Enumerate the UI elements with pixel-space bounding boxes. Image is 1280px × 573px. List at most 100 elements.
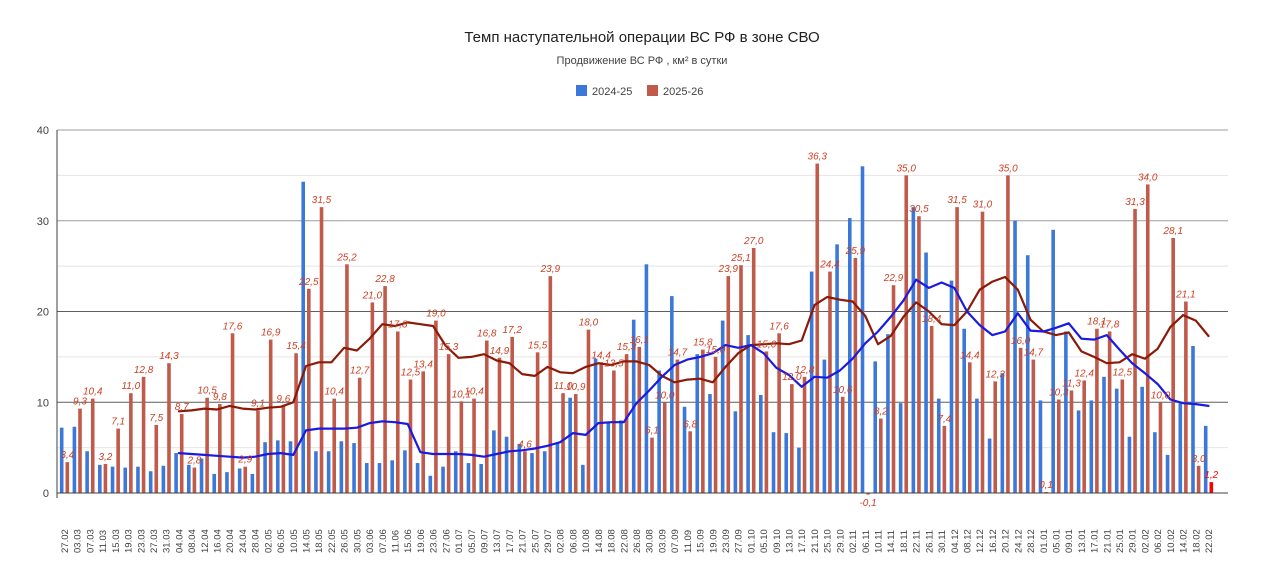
x-tick-label: 19.03	[124, 529, 135, 553]
bar-2024-25-11.03	[98, 464, 102, 493]
bar-2024-25-20.12	[1000, 373, 1005, 493]
bar-2025-26-21.10	[815, 163, 820, 493]
bar-2024-25-03.09	[657, 370, 661, 493]
legend-swatch-2024-25	[576, 85, 587, 96]
bar-2025-26-13.01	[1082, 380, 1086, 493]
value-label-14.11: 22,9	[883, 273, 904, 284]
value-label-23.09: 23,9	[718, 264, 739, 275]
bar-2024-25-19.03	[123, 467, 128, 493]
value-label-26.05: 25,2	[336, 252, 357, 263]
x-tick-label: 06.05	[276, 529, 287, 553]
x-tick-label: 25.10	[823, 529, 834, 553]
value-label-28.04: 9,1	[251, 398, 265, 409]
x-tick-label: 29.10	[835, 529, 846, 553]
value-label-19.09: 15,0	[706, 345, 726, 356]
bar-2025-26-27.02	[65, 462, 70, 493]
bar-2025-26-20.12	[1006, 175, 1010, 493]
x-tick-label: 15.09	[696, 529, 707, 553]
value-label-11.06: 17,8	[388, 319, 408, 330]
x-tick-label: 29.01	[1128, 529, 1139, 553]
bar-2024-25-22.05	[326, 451, 331, 493]
bar-2024-25-23.03	[136, 466, 140, 493]
bar-2024-25-23.06	[428, 475, 433, 493]
x-tick-label: 08.04	[187, 529, 198, 553]
bar-2024-25-09.01	[1064, 331, 1068, 493]
x-tick-label: 11.06	[390, 530, 401, 553]
bar-2024-25-07.03	[85, 451, 89, 493]
chart-title: Темп наступательной операции ВС РФ в зон…	[464, 29, 819, 46]
x-tick-label: 20.12	[1001, 529, 1012, 553]
bar-2024-25-17.01	[1089, 400, 1094, 493]
x-tick-label: 24.12	[1013, 529, 1024, 553]
bar-2024-25-18.08	[606, 422, 611, 493]
x-tick-label: 03.09	[657, 529, 668, 553]
x-tick-label: 25.01	[1115, 529, 1126, 553]
bar-2024-25-30.08	[644, 264, 649, 493]
x-tick-label: 04.12	[950, 529, 961, 553]
value-label-18.11: 35,0	[896, 163, 916, 174]
value-label-12.04: 10,5	[197, 386, 217, 397]
bar-2025-26-06.02	[1158, 402, 1163, 493]
bar-2025-26-19.09	[713, 356, 718, 493]
value-label-27.02: 3,4	[60, 450, 74, 461]
x-tick-label: 26.11	[924, 530, 935, 553]
bar-2025-26-07.06	[383, 286, 387, 493]
bar-2025-26-14.05	[307, 288, 311, 493]
bar-2025-26-11.06	[395, 331, 400, 493]
value-label-07.03: 10,4	[83, 387, 103, 398]
bar-2025-26-19.06	[421, 371, 426, 493]
bar-value-labels: 3,49,310,43,27,111,012,87,514,38,72,810,…	[60, 152, 1218, 509]
x-tick-label: 07.06	[378, 529, 389, 553]
bar-2024-25-15.06	[403, 450, 407, 493]
value-label-13.01: 12,4	[1074, 368, 1094, 379]
bar-2024-25-10.08	[581, 464, 585, 493]
bar-2024-25-11.06	[390, 460, 394, 493]
bar-2024-25-24.12	[1013, 220, 1017, 493]
x-tick-label: 18.05	[314, 529, 325, 553]
bar-2025-26-10.05	[294, 353, 298, 493]
bar-2024-25-28.04	[250, 473, 255, 493]
bar-2024-25-04.12	[949, 280, 954, 493]
value-label-06.08: 10,9	[566, 382, 586, 393]
value-label-06.02: 10,0	[1151, 390, 1171, 401]
bar-2025-26-09.01	[1069, 390, 1074, 493]
trend-line-2025-26	[177, 275, 1210, 413]
bar-2024-25-02.05	[263, 442, 267, 493]
x-tick-label: 28.04	[251, 529, 262, 553]
bar-2024-25-06.11	[860, 166, 865, 494]
x-tick-label: 17.10	[797, 529, 808, 553]
bar-2024-25-01.01	[1038, 400, 1043, 493]
legend-label-2024-25: 2024-25	[592, 86, 632, 98]
x-tick-label: 09.10	[772, 529, 783, 553]
legend-swatch-2025-26	[647, 85, 658, 96]
bar-2024-25-18.05	[314, 451, 318, 493]
bar-2025-26-07.09	[675, 359, 680, 493]
bar-2024-25-07.09	[670, 296, 674, 493]
value-label-22.05: 10,4	[324, 387, 344, 398]
x-tick-label: 07.09	[670, 529, 681, 553]
bar-2024-25-10.02	[1165, 454, 1170, 493]
bar-2025-26-14.08	[599, 362, 603, 493]
value-label-26.11: 18,4	[922, 314, 942, 325]
x-tick-label: 31.03	[162, 529, 173, 553]
bar-2024-25-16.12	[987, 438, 992, 493]
bar-2024-25-25.10	[822, 359, 827, 493]
x-tick-label: 14.08	[594, 529, 605, 553]
bar-2024-25-06.02	[1153, 432, 1157, 493]
value-label-14.05: 22,5	[298, 277, 319, 288]
value-label-08.04: 2,8	[186, 456, 201, 467]
bar-2025-26-24.12	[1018, 347, 1023, 493]
x-tick-label: 10.11	[874, 530, 885, 553]
bar-2025-26-03.09	[662, 402, 667, 493]
value-label-30.11: 7,4	[937, 414, 951, 425]
bar-2025-26-27.06	[446, 354, 451, 493]
value-label-13.10: 12,0	[782, 372, 802, 383]
x-tick-label: 18.11	[899, 530, 910, 553]
bar-2025-26-21.01	[1107, 331, 1112, 493]
bar-2024-25-05.07	[466, 463, 471, 493]
value-label-10.05: 15,4	[286, 341, 306, 352]
value-label-07.09: 14,7	[668, 348, 688, 359]
bar-2024-25-26.05	[339, 441, 344, 493]
bar-2025-26-22.05	[332, 398, 337, 493]
